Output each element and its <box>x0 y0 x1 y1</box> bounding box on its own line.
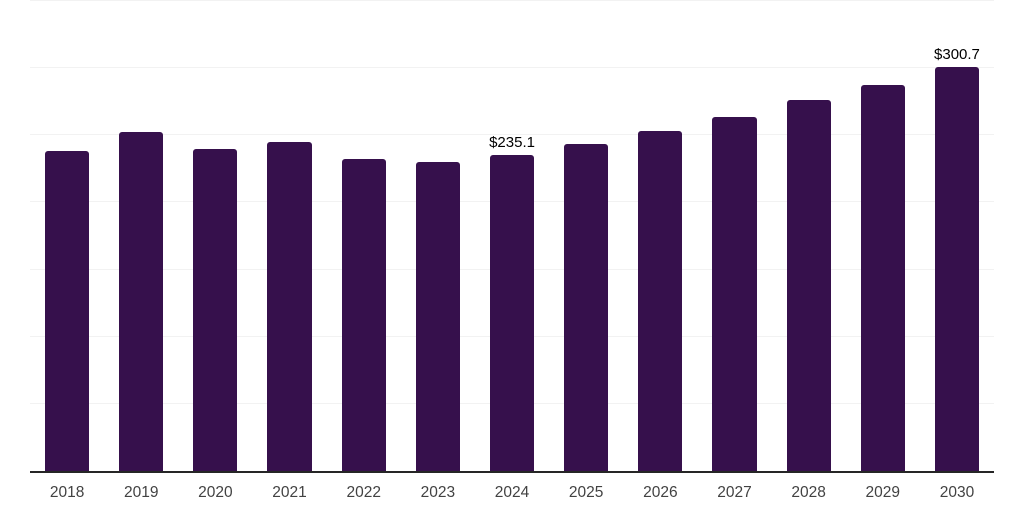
x-axis-label-2027: 2027 <box>717 484 752 501</box>
bar-2025[interactable] <box>564 144 609 471</box>
bar-slot-2030: $300.7 <box>920 1 994 471</box>
bar-slot-2029 <box>846 1 920 471</box>
plot-area: $235.1 $300.7 <box>30 0 994 471</box>
bar-slot-2022 <box>327 1 401 471</box>
bar-2020[interactable] <box>193 149 238 471</box>
bar-2027[interactable] <box>712 117 757 471</box>
bar-2028[interactable] <box>786 100 831 471</box>
bar-2022[interactable] <box>341 158 386 471</box>
bar-2019[interactable] <box>119 131 164 471</box>
gridline-300 <box>30 67 994 69</box>
bar-slot-2027 <box>697 1 771 471</box>
x-axis-line <box>30 471 994 473</box>
bar-2024[interactable] <box>489 155 535 471</box>
bar-slot-2028 <box>772 1 846 471</box>
gridline-350 <box>30 0 994 1</box>
x-axis-label-2028: 2028 <box>791 484 826 501</box>
x-axis-label-2020: 2020 <box>198 484 233 501</box>
x-axis-label-2025: 2025 <box>568 484 604 501</box>
x-axis-label-2024: 2024 <box>494 484 530 501</box>
bar-2029[interactable] <box>860 85 905 471</box>
x-axis-label-2018: 2018 <box>49 484 85 501</box>
bar-2023[interactable] <box>415 161 460 471</box>
x-axis-label-2023: 2023 <box>420 484 456 501</box>
gridline-250 <box>30 134 994 136</box>
x-axis-label-2026: 2026 <box>643 484 678 501</box>
x-axis-label-2019: 2019 <box>123 484 159 501</box>
x-axis-label-2022: 2022 <box>346 484 381 501</box>
x-axis-label-2021: 2021 <box>272 484 307 501</box>
bar-slot-2018 <box>30 1 104 471</box>
bar-2026[interactable] <box>638 131 683 471</box>
x-axis-label-2030: 2030 <box>939 484 975 501</box>
bar-slot-2024: $235.1 <box>475 1 549 471</box>
bar-2018[interactable] <box>45 151 90 471</box>
bars-container: $235.1 $300.7 <box>30 1 994 471</box>
bar-slot-2020 <box>178 1 252 471</box>
x-axis-label-2029: 2029 <box>865 484 901 501</box>
bar-2030[interactable] <box>934 67 979 471</box>
data-label-2024: $235.1 <box>489 134 535 152</box>
x-axis-labels: 2018 2019 2020 2021 2022 2023 2024 2025 2026 2027… <box>30 484 994 502</box>
bar-slot-2025 <box>549 1 623 471</box>
bar-slot-2026 <box>623 1 697 471</box>
bar-slot-2021 <box>252 1 326 471</box>
bar-slot-2019 <box>104 1 178 471</box>
bar-slot-2023 <box>401 1 475 471</box>
bar-2021[interactable] <box>267 142 312 471</box>
data-label-2030: $300.7 <box>934 46 980 64</box>
